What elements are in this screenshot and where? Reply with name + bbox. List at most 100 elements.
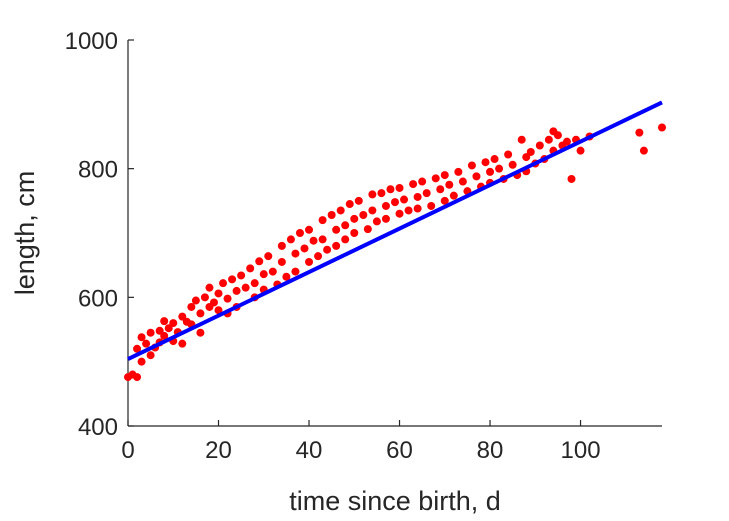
data-point: [467, 161, 476, 170]
data-point: [526, 147, 535, 156]
data-point: [214, 289, 223, 298]
data-point: [350, 214, 359, 223]
data-point: [576, 146, 585, 155]
data-point: [282, 272, 291, 281]
data-point: [232, 286, 241, 295]
data-point: [332, 225, 341, 234]
data-point: [495, 164, 504, 173]
data-point: [264, 252, 273, 261]
data-point: [562, 137, 571, 146]
data-point: [458, 177, 467, 186]
data-point: [160, 317, 169, 326]
data-point: [318, 235, 327, 244]
data-point: [413, 204, 422, 213]
data-point: [219, 279, 228, 288]
data-point: [336, 206, 345, 215]
data-point: [481, 158, 490, 167]
data-point: [286, 235, 295, 244]
data-point: [368, 190, 377, 199]
data-point: [341, 235, 350, 244]
data-point: [250, 279, 259, 288]
data-point: [291, 249, 300, 258]
x-tick-label: 60: [386, 437, 413, 464]
data-point: [413, 192, 422, 201]
data-point: [508, 160, 517, 169]
data-point: [404, 206, 413, 215]
data-point: [200, 293, 209, 302]
data-point: [237, 271, 246, 280]
data-point: [354, 196, 363, 205]
data-point: [409, 180, 418, 189]
data-point: [522, 153, 531, 162]
x-axis-ticks: 0 20 40 60 80 100: [121, 420, 601, 464]
data-point: [133, 344, 142, 353]
data-point: [535, 141, 544, 150]
data-point: [658, 123, 666, 132]
data-point: [395, 183, 404, 192]
data-point: [241, 283, 250, 292]
data-point: [305, 225, 314, 234]
data-point: [209, 298, 218, 307]
data-point: [314, 252, 323, 261]
data-point: [395, 209, 404, 218]
data-point: [431, 174, 440, 183]
data-point: [277, 241, 286, 250]
data-point: [178, 312, 187, 321]
y-axis-label: length, cm: [10, 171, 40, 296]
data-point: [544, 135, 553, 144]
data-point: [133, 373, 142, 382]
data-points: [124, 123, 666, 382]
data-point: [300, 244, 309, 253]
fit-line: [127, 100, 663, 361]
data-point: [268, 267, 277, 276]
data-point: [449, 191, 458, 200]
x-tick-label: 20: [205, 437, 232, 464]
data-point: [454, 167, 463, 176]
data-point: [350, 229, 359, 237]
data-point: [368, 206, 377, 215]
data-point: [553, 131, 562, 140]
data-point: [137, 357, 146, 366]
data-point: [191, 296, 200, 305]
x-tick-label: 40: [296, 437, 323, 464]
y-tick-label: 400: [78, 414, 118, 441]
data-point: [372, 217, 381, 226]
data-point: [309, 236, 318, 245]
data-point: [517, 135, 526, 144]
data-point: [359, 210, 368, 219]
data-point: [277, 257, 286, 266]
data-point: [223, 294, 232, 303]
data-point: [418, 177, 427, 186]
data-point: [341, 221, 350, 230]
data-point: [146, 328, 155, 337]
data-point: [295, 229, 304, 237]
x-tick-label: 100: [561, 437, 601, 464]
data-point: [137, 333, 146, 342]
data-point: [196, 309, 205, 318]
data-point: [381, 214, 390, 223]
y-tick-label: 1000: [65, 28, 118, 55]
data-point: [228, 275, 237, 284]
data-point: [142, 339, 151, 348]
data-point: [214, 306, 223, 315]
data-point: [164, 324, 173, 333]
data-point: [567, 174, 576, 183]
data-point: [635, 128, 644, 137]
data-point: [427, 201, 436, 210]
data-point: [381, 201, 390, 210]
data-point: [178, 339, 187, 348]
data-point: [259, 270, 268, 279]
data-point: [639, 146, 648, 155]
data-point: [169, 319, 178, 328]
y-axis-ticks: 400 600 800 1000: [65, 28, 134, 441]
data-point: [246, 264, 255, 273]
data-point: [205, 283, 214, 292]
y-tick-label: 800: [78, 157, 118, 184]
data-point: [196, 328, 205, 337]
data-point: [445, 180, 454, 189]
data-point: [440, 196, 449, 205]
data-point: [436, 185, 445, 194]
data-point: [472, 172, 481, 181]
data-point: [187, 302, 196, 311]
